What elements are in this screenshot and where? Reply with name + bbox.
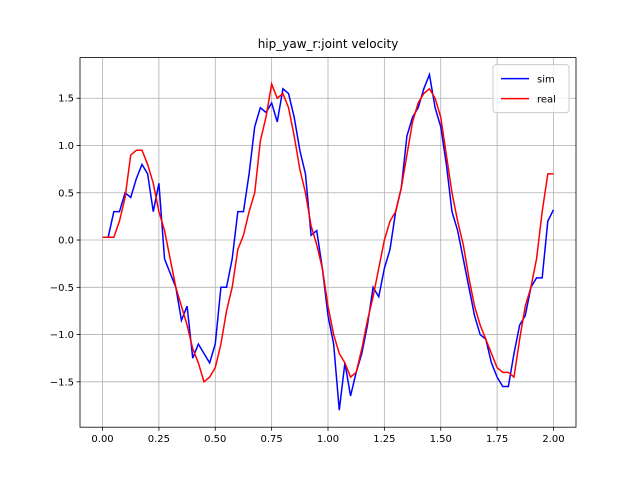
legend-label: sim [537,75,555,86]
x-tick-label: 1.25 [373,434,395,445]
line-series [102,81,554,384]
x-tick-label: 0.50 [204,434,226,445]
chart-title: hip_yaw_r:joint velocity [258,37,399,51]
y-tick-label: −1.0 [50,330,74,341]
y-tick-label: 1.0 [58,141,74,152]
line-series [102,71,555,411]
axes-frame [79,57,577,428]
x-tick-label: 0.75 [261,434,283,445]
x-tick-label: 2.00 [542,434,564,445]
legend-box [492,64,570,114]
x-tick-label: 1.50 [430,434,452,445]
y-tick-label: −0.5 [50,283,74,294]
x-tick-label: 1.75 [486,434,508,445]
x-tick-label: 0.00 [91,434,113,445]
x-tick-label: 1.00 [317,434,339,445]
y-tick-label: −1.5 [50,377,74,388]
y-tick-label: 1.5 [58,94,74,105]
y-tick-label: 0.5 [58,188,74,199]
y-tick-label: 0.0 [58,236,74,247]
x-tick-label: 0.25 [148,434,170,445]
legend-label: real [537,95,556,106]
